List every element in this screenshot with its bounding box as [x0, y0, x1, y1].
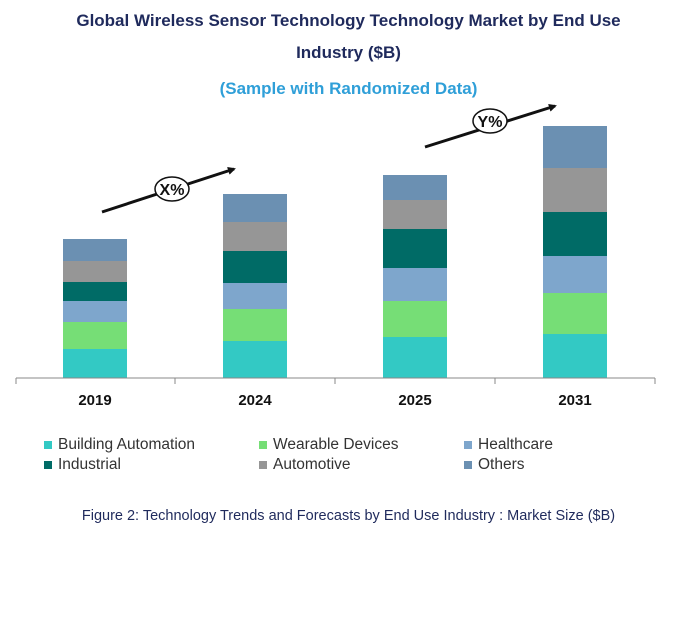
legend-item-others: Others — [464, 456, 525, 474]
bar-segment-2019-healthcare — [63, 301, 127, 322]
legend-label: Building Automation — [58, 436, 196, 453]
bar-segment-2019-automotive — [63, 261, 127, 282]
bar-segment-2031-healthcare — [543, 256, 607, 293]
legend-swatch — [44, 461, 52, 469]
bar-segment-2025-others — [383, 175, 447, 200]
legend-swatch — [44, 441, 52, 449]
chart-title-line2: Industry ($B) — [296, 43, 401, 62]
bar-segment-2024-building-automation — [223, 341, 287, 378]
legend-item-industrial: Industrial — [44, 456, 121, 474]
cagr-bubble-1 — [154, 176, 190, 202]
bar-segment-2024-automotive — [223, 222, 287, 251]
bar-segment-2019-building-automation — [63, 349, 127, 378]
stacked-bar-chart: 2019 2024 2025 2031 X% Y% — [15, 103, 656, 409]
cagr-label-1: X% — [160, 182, 185, 199]
x-axis-ticks — [15, 378, 656, 384]
x-tick-label-2031: 2031 — [558, 392, 591, 409]
bar-segment-2031-industrial — [543, 212, 607, 256]
bar-segment-2019-industrial — [63, 282, 127, 301]
bar-segment-2019-wearable-devices — [63, 322, 127, 349]
bar-segment-2031-automotive — [543, 168, 607, 212]
bar-segment-2025-healthcare — [383, 268, 447, 301]
bar-segment-2025-automotive — [383, 200, 447, 229]
bar-segment-2031-building-automation — [543, 334, 607, 378]
chart-title-line1: Global Wireless Sensor Technology Techno… — [76, 11, 621, 30]
legend-label: Wearable Devices — [273, 436, 399, 453]
x-tick-label-2024: 2024 — [238, 392, 272, 409]
legend-swatch — [464, 441, 472, 449]
legend-swatch — [259, 461, 267, 469]
bar-segment-2025-building-automation — [383, 337, 447, 378]
bars-group — [63, 126, 607, 378]
cagr-bubble-2 — [472, 108, 508, 134]
legend-swatch — [464, 461, 472, 469]
bar-segment-2025-wearable-devices — [383, 301, 447, 337]
legend-label: Industrial — [58, 456, 121, 473]
legend-item-automotive: Automotive — [259, 456, 351, 474]
bar-segment-2024-wearable-devices — [223, 309, 287, 341]
x-tick-label-2019: 2019 — [78, 392, 111, 409]
bar-segment-2031-others — [543, 126, 607, 168]
x-axis-labels: 2019 2024 2025 2031 — [78, 392, 591, 409]
bar-segment-2019-others — [63, 239, 127, 261]
bar-segment-2024-industrial — [223, 251, 287, 283]
bar-segment-2031-wearable-devices — [543, 293, 607, 334]
legend-swatch — [259, 441, 267, 449]
legend-item-wearable-devices: Wearable Devices — [259, 436, 399, 454]
bar-segment-2024-others — [223, 194, 287, 222]
figure-caption: Figure 2: Technology Trends and Forecast… — [81, 508, 616, 524]
x-tick-label-2025: 2025 — [398, 392, 431, 409]
legend-label: Others — [478, 456, 525, 473]
bar-segment-2025-industrial — [383, 229, 447, 268]
legend-label: Healthcare — [478, 436, 553, 453]
legend-item-healthcare: Healthcare — [464, 436, 553, 454]
chart-subtitle: (Sample with Randomized Data) — [219, 79, 478, 98]
legend-item-building-automation: Building Automation — [44, 436, 195, 454]
legend-label: Automotive — [273, 456, 351, 473]
bar-segment-2024-healthcare — [223, 283, 287, 309]
cagr-label-2: Y% — [478, 114, 503, 131]
